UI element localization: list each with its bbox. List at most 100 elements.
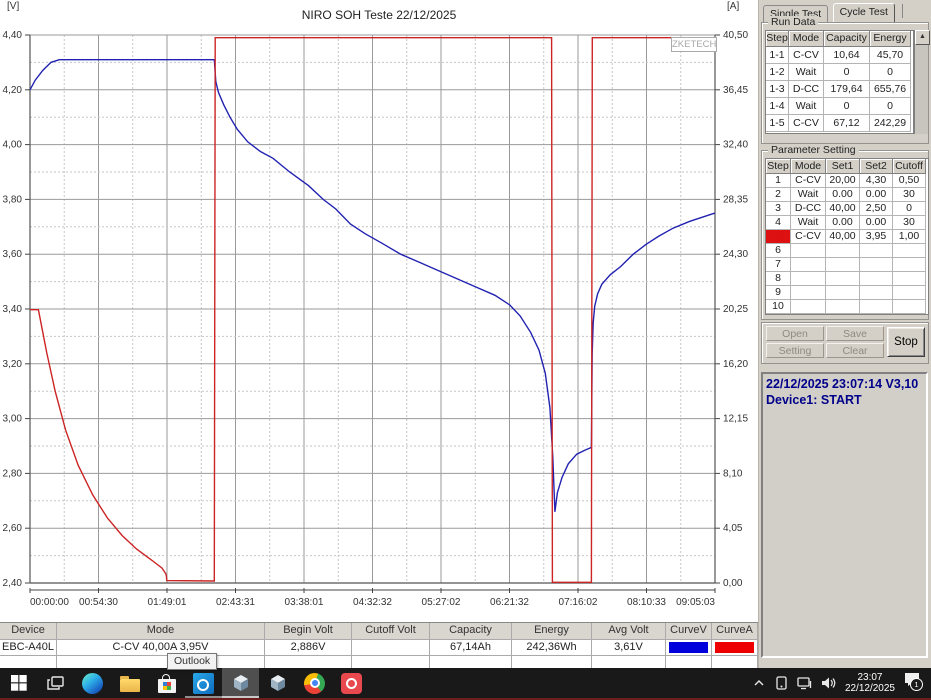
run-data-cell[interactable]: 242,29 (870, 115, 911, 132)
run-data-cell[interactable]: 67,12 (824, 115, 870, 132)
parameter-cell[interactable]: 30 (893, 188, 926, 202)
run-data-cell[interactable]: C-CV (789, 47, 824, 64)
store-button[interactable] (148, 668, 185, 698)
parameter-row[interactable]: 5 C-CV 40,00 3,95 1,00 (766, 230, 928, 244)
save-button[interactable]: Save (826, 326, 884, 341)
chrome-button[interactable] (296, 668, 333, 698)
run-data-row[interactable]: 1-2 Wait 0 0 (766, 64, 913, 81)
parameter-cell[interactable]: C-CV (791, 174, 826, 188)
parameter-cell[interactable]: 1,00 (893, 230, 926, 244)
parameter-cell[interactable] (860, 286, 893, 300)
parameter-row[interactable]: 10 (766, 300, 928, 314)
parameter-cell[interactable]: C-CV (791, 230, 826, 244)
network-icon[interactable] (797, 676, 813, 690)
summary-cell[interactable] (712, 640, 758, 655)
curve-color-swatch[interactable] (715, 642, 754, 653)
tray-clock[interactable]: 23:07 22/12/2025 (845, 672, 895, 694)
parameter-cell[interactable]: 2 (766, 188, 791, 202)
parameter-cell[interactable]: 3,95 (860, 230, 893, 244)
outlook-button[interactable] (185, 668, 222, 698)
stop-button[interactable]: Stop (887, 327, 925, 357)
parameter-cell[interactable]: Wait (791, 216, 826, 230)
recorder-button[interactable] (333, 668, 370, 698)
run-data-cell[interactable]: 10,64 (824, 47, 870, 64)
parameter-cell[interactable] (791, 258, 826, 272)
parameter-cell[interactable]: Wait (791, 188, 826, 202)
parameter-cell[interactable] (860, 244, 893, 258)
parameter-row[interactable]: 4 Wait 0.00 0.00 30 (766, 216, 928, 230)
run-data-scrollbar[interactable]: ▲ (914, 30, 930, 134)
run-data-row[interactable]: 1-4 Wait 0 0 (766, 98, 913, 115)
run-data-row[interactable]: 1-1 C-CV 10,64 45,70 (766, 47, 913, 64)
parameter-cell[interactable] (860, 300, 893, 314)
parameter-cell[interactable]: 8 (766, 272, 791, 286)
file-explorer-button[interactable] (111, 668, 148, 698)
parameter-cell[interactable]: 3 (766, 202, 791, 216)
parameter-row[interactable]: 8 (766, 272, 928, 286)
parameter-cell[interactable]: 0.00 (860, 188, 893, 202)
parameter-cell[interactable]: 4 (766, 216, 791, 230)
parameter-cell[interactable]: 5 (766, 230, 791, 244)
run-data-cell[interactable]: 1-2 (766, 64, 789, 81)
app-button[interactable] (259, 668, 296, 698)
parameter-cell[interactable] (826, 244, 860, 258)
tray-chevron-up-icon[interactable] (752, 677, 766, 689)
parameter-cell[interactable] (826, 286, 860, 300)
run-data-cell[interactable]: 0 (824, 64, 870, 81)
parameter-cell[interactable] (826, 300, 860, 314)
parameter-cell[interactable]: 0.00 (860, 216, 893, 230)
parameter-cell[interactable] (791, 300, 826, 314)
run-data-cell[interactable]: 0 (824, 98, 870, 115)
parameter-cell[interactable] (791, 272, 826, 286)
parameter-row[interactable]: 2 Wait 0.00 0.00 30 (766, 188, 928, 202)
run-data-cell[interactable]: 0 (870, 98, 911, 115)
parameter-row[interactable]: 6 (766, 244, 928, 258)
parameter-cell[interactable] (893, 258, 926, 272)
start-button[interactable] (0, 668, 37, 698)
notification-button[interactable]: 1 (903, 672, 925, 694)
parameter-cell[interactable]: 4,30 (860, 174, 893, 188)
parameter-cell[interactable]: 0,50 (893, 174, 926, 188)
parameter-cell[interactable] (791, 286, 826, 300)
scroll-up-icon[interactable]: ▲ (915, 30, 930, 45)
run-data-row[interactable]: 1-5 C-CV 67,12 242,29 (766, 115, 913, 132)
run-data-cell[interactable]: 179,64 (824, 81, 870, 98)
run-data-cell[interactable]: 1-5 (766, 115, 789, 132)
run-data-cell[interactable]: Wait (789, 64, 824, 81)
parameter-cell[interactable]: 30 (893, 216, 926, 230)
parameter-cell[interactable]: 6 (766, 244, 791, 258)
parameter-cell[interactable]: 0.00 (826, 188, 860, 202)
parameter-cell[interactable]: 2,50 (860, 202, 893, 216)
parameter-cell[interactable]: 40,00 (826, 230, 860, 244)
parameter-cell[interactable] (826, 272, 860, 286)
parameter-cell[interactable]: 1 (766, 174, 791, 188)
run-data-cell[interactable]: 45,70 (870, 47, 911, 64)
open-button[interactable]: Open (766, 326, 824, 341)
run-data-cell[interactable]: 1-3 (766, 81, 789, 98)
volume-icon[interactable] (821, 676, 837, 690)
run-data-cell[interactable]: 1-1 (766, 47, 789, 64)
parameter-cell[interactable]: 0 (893, 202, 926, 216)
parameter-cell[interactable] (860, 272, 893, 286)
parameter-cell[interactable]: 7 (766, 258, 791, 272)
parameter-cell[interactable]: 9 (766, 286, 791, 300)
parameter-cell[interactable] (893, 244, 926, 258)
ebc-app-button-active[interactable] (222, 668, 259, 698)
parameter-cell[interactable]: 20,00 (826, 174, 860, 188)
tab-cycle-test[interactable]: Cycle Test (832, 3, 895, 22)
curve-color-swatch[interactable] (669, 642, 708, 653)
run-data-cell[interactable]: D-CC (789, 81, 824, 98)
parameter-cell[interactable] (791, 244, 826, 258)
run-data-cell[interactable]: 0 (870, 64, 911, 81)
run-data-cell[interactable]: 1-4 (766, 98, 789, 115)
parameter-cell[interactable] (893, 300, 926, 314)
setting-button[interactable]: Setting (766, 343, 824, 358)
parameter-cell[interactable] (826, 258, 860, 272)
summary-cell[interactable] (666, 640, 712, 655)
parameter-cell[interactable] (893, 272, 926, 286)
run-data-cell[interactable]: 655,76 (870, 81, 911, 98)
parameter-row[interactable]: 1 C-CV 20,00 4,30 0,50 (766, 174, 928, 188)
device-icon[interactable] (774, 676, 789, 690)
parameter-cell[interactable]: 0.00 (826, 216, 860, 230)
run-data-cell[interactable]: Wait (789, 98, 824, 115)
